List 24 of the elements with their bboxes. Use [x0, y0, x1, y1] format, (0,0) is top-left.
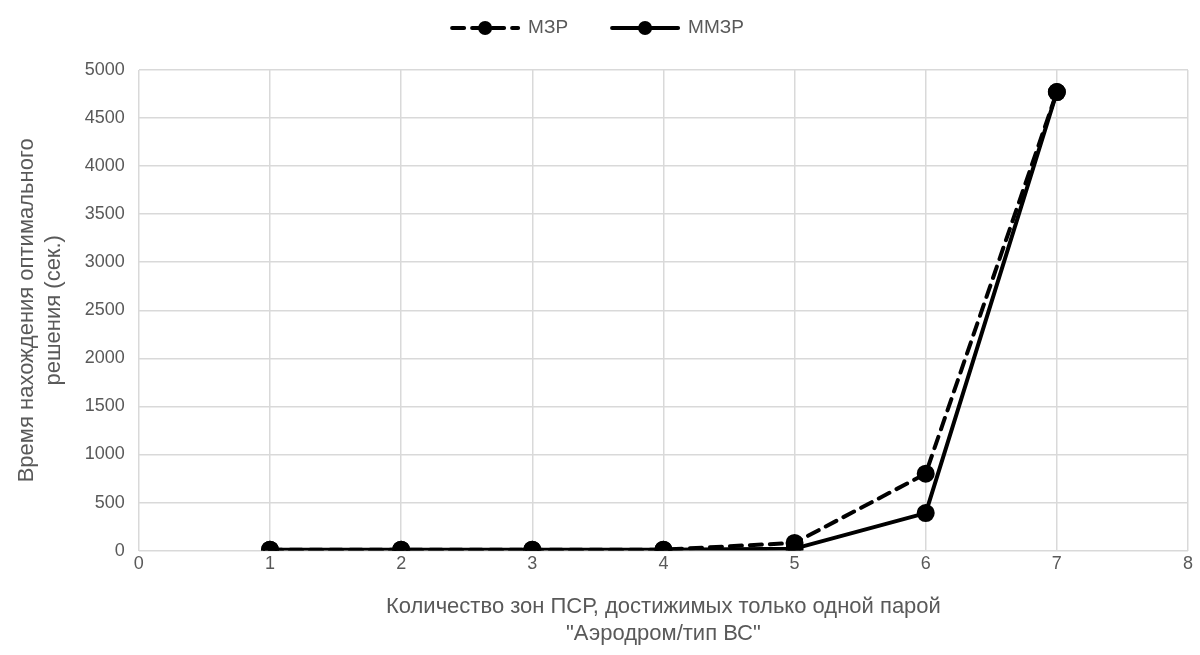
y-tick-label: 4000	[84, 155, 125, 176]
y-tick-label: 5000	[84, 58, 125, 79]
y-tick-label: 1500	[84, 395, 125, 416]
y-axis-title: Время нахождения оптимального решения (сек.)	[13, 138, 65, 483]
legend-label: ММЗР	[688, 16, 744, 38]
x-tick-label: 5	[789, 553, 800, 574]
y-tick-label: 2500	[84, 299, 125, 320]
y-tick-label: 4500	[84, 107, 125, 128]
y-tick-label: 1000	[84, 443, 125, 464]
x-tick-label: 1	[264, 553, 275, 574]
y-tick-label: 3500	[84, 203, 125, 224]
y-tick-label: 0	[114, 539, 125, 560]
x-tick-label: 2	[396, 553, 407, 574]
x-tick-label: 8	[1182, 553, 1194, 574]
x-tick-label: 4	[658, 553, 669, 574]
y-tick-label: 500	[94, 491, 125, 512]
x-axis-title: Количество зон ПСР, достижимых только одной парой "Аэродром/тип ВС"	[385, 593, 941, 645]
x-tick-label: 3	[527, 553, 538, 574]
legend-label: МЗР	[528, 16, 569, 38]
y-tick-label: 2000	[84, 347, 125, 368]
x-tick-label: 6	[920, 553, 931, 574]
x-tick-label: 7	[1051, 553, 1062, 574]
y-tick-label: 3000	[84, 251, 125, 272]
x-tick-label: 0	[133, 553, 144, 574]
